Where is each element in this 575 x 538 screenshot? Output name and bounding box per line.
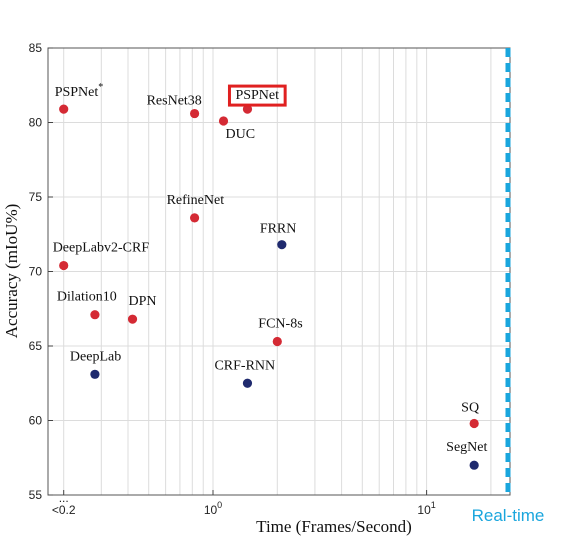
data-point [242,378,253,388]
x-tick-label: 101 [417,500,435,517]
y-tick-label: 75 [29,190,43,204]
realtime-label: Real-time [472,506,545,525]
point-label: Dilation10 [57,290,117,305]
point-label: PSPNet* [55,82,104,100]
data-point [277,240,287,250]
point-label: ResNet38 [147,94,202,109]
y-tick-label: 60 [29,414,43,428]
data-point [59,104,69,114]
y-tick-label: 55 [29,488,43,502]
point-label: DeepLabv2-CRF [53,241,150,256]
x-axis-label: Time (Frames/Second) [256,517,412,536]
point-label: SQ [461,400,479,415]
data-point [90,310,100,320]
data-point [189,213,200,223]
data-point [127,314,138,324]
point-label: FRRN [260,222,297,237]
x-tick-label: <0.2 [52,503,76,517]
x-axis-ticks: <0.2 100 101... [52,490,436,517]
data-point [189,108,200,119]
point-label: DeepLab [70,349,121,364]
x-tick-label: 100 [204,500,222,517]
point-label: PSPNet [235,88,279,103]
x-overflow-label: ... [59,491,69,505]
x-tick-exponent: 0 [217,500,222,510]
realtime-marker: Real-time [472,48,545,525]
data-point [90,369,100,379]
point-label-sup: * [98,82,103,93]
data-point [469,460,479,470]
y-axis-ticks: 55 60 65 70 75 80 85 [29,41,53,502]
y-tick-label: 65 [29,339,43,353]
point-label: CRF-RNN [214,358,275,373]
data-points: PSPNet* ResNet38 PSPNet DUC RefineNet FRRN Dee… [53,82,487,470]
point-label: DPN [129,294,157,309]
y-tick-label: 85 [29,41,43,55]
y-tick-label: 70 [29,265,43,279]
point-label: SegNet [446,440,487,455]
point-label: RefineNet [167,193,225,208]
data-point [469,418,479,429]
y-tick-label: 80 [29,116,43,130]
x-tick-exponent: 1 [431,500,436,510]
data-point [59,260,69,271]
point-label: DUC [226,127,256,142]
grid [48,48,510,495]
data-point [218,116,229,126]
highlight-box [227,84,287,107]
data-point [242,104,253,114]
y-axis-label: Accuracy (mIoU%) [2,204,21,339]
data-point [272,336,282,347]
point-label: FCN-8s [258,317,302,332]
